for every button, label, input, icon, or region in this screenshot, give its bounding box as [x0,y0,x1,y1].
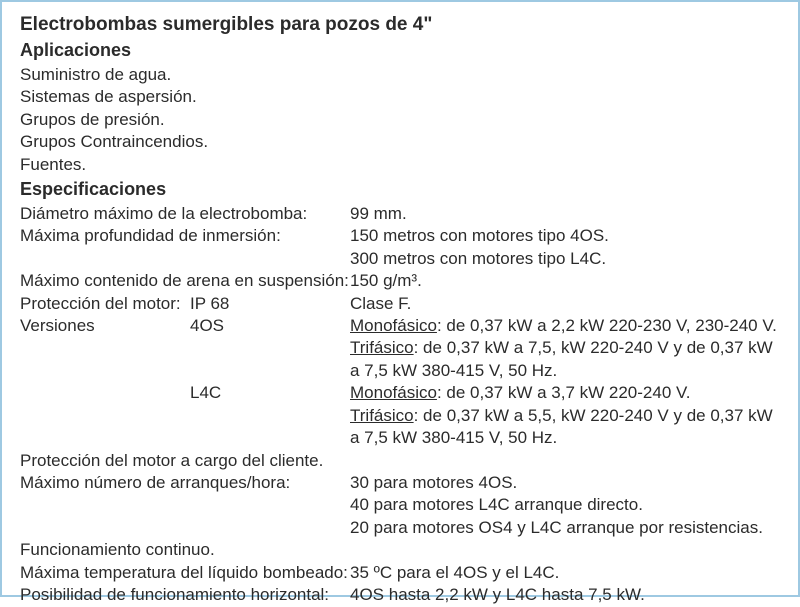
list-item: Sistemas de aspersión. [20,86,780,108]
spec-row-starts: Máximo número de arranques/hora: 30 para… [20,472,780,494]
spec-label: Máxima temperatura del líquido bombeado: [20,562,350,584]
list-item: Grupos de presión. [20,109,780,131]
spec-value: 150 metros con motores tipo 4OS. [350,225,780,247]
spec-label: Máximo contenido de arena en suspensión: [20,270,350,292]
spec-sheet: Electrobombas sumergibles para pozos de … [0,0,800,597]
spec-value-continued: 40 para motores L4C arranque directo. [20,494,780,516]
phase-label: Trifásico [350,338,414,357]
applications-heading: Aplicaciones [20,39,780,63]
spec-subcode: L4C [190,382,348,404]
spec-sublabel: Versiones [20,315,190,337]
spec-value: Monofásico: de 0,37 kW a 3,7 kW 220-240 … [350,382,780,404]
spec-subcode: 4OS [190,315,348,337]
phase-rest: : de 0,37 kW a 2,2 kW 220-230 V, 230-240… [437,316,777,335]
spec-value: 150 g/m³. [350,270,780,292]
spec-value: 4OS hasta 2,2 kW y L4C hasta 7,5 kW. [350,584,780,606]
list-item: Fuentes. [20,154,780,176]
spec-label: Posibilidad de funcionamiento horizontal… [20,584,350,606]
phase-rest: : de 0,37 kW a 3,7 kW 220-240 V. [437,383,691,402]
spec-label: Diámetro máximo de la electrobomba: [20,203,350,225]
spec-value-continued: a 7,5 kW 380-415 V, 50 Hz. [20,427,780,449]
spec-value: 30 para motores 4OS. [350,472,780,494]
page-title: Electrobombas sumergibles para pozos de … [20,12,780,37]
spec-row-diameter: Diámetro máximo de la electrobomba: 99 m… [20,203,780,225]
spec-value-continued: Trifásico: de 0,37 kW a 7,5, kW 220-240 … [20,337,780,359]
phase-label: Monofásico [350,383,437,402]
spec-value: Clase F. [350,293,780,315]
spec-row-protection: Protección del motor:IP 68 Clase F. [20,293,780,315]
spec-row-sand: Máximo contenido de arena en suspensión:… [20,270,780,292]
spec-value: Monofásico: de 0,37 kW a 2,2 kW 220-230 … [350,315,780,337]
spec-label: Versiones4OS [20,315,350,337]
phase-rest: : de 0,37 kW a 5,5, kW 220-240 V y de 0,… [414,406,773,425]
list-item: Suministro de agua. [20,64,780,86]
spec-label: Máximo número de arranques/hora: [20,472,350,494]
spec-label: L4C [20,382,350,404]
specifications-heading: Especificaciones [20,178,780,202]
spec-row-horizontal: Posibilidad de funcionamiento horizontal… [20,584,780,606]
spec-label: Máxima profundidad de inmersión: [20,225,350,247]
list-item: Grupos Contraincendios. [20,131,780,153]
spec-row-versions-4os: Versiones4OS Monofásico: de 0,37 kW a 2,… [20,315,780,337]
spec-label: Protección del motor:IP 68 [20,293,350,315]
spec-sublabel: Protección del motor: [20,293,190,315]
spec-row-depth: Máxima profundidad de inmersión: 150 met… [20,225,780,247]
spec-value: 35 ºC para el 4OS y el L4C. [350,562,780,584]
phase-rest: : de 0,37 kW a 7,5, kW 220-240 V y de 0,… [414,338,773,357]
phase-label: Monofásico [350,316,437,335]
spec-value-continued: 300 metros con motores tipo L4C. [20,248,780,270]
spec-value-continued: 20 para motores OS4 y L4C arranque por r… [20,517,780,539]
spec-line-continuous: Funcionamiento continuo. [20,539,780,561]
applications-list: Suministro de agua. Sistemas de aspersió… [20,64,780,176]
spec-value-continued: a 7,5 kW 380-415 V, 50 Hz. [20,360,780,382]
spec-row-temp: Máxima temperatura del líquido bombeado:… [20,562,780,584]
spec-line-client-protection: Protección del motor a cargo del cliente… [20,450,780,472]
phase-label: Trifásico [350,406,414,425]
spec-subcode: IP 68 [190,293,348,315]
spec-row-versions-l4c: L4C Monofásico: de 0,37 kW a 3,7 kW 220-… [20,382,780,404]
spec-value-continued: Trifásico: de 0,37 kW a 5,5, kW 220-240 … [20,405,780,427]
spec-value: 99 mm. [350,203,780,225]
